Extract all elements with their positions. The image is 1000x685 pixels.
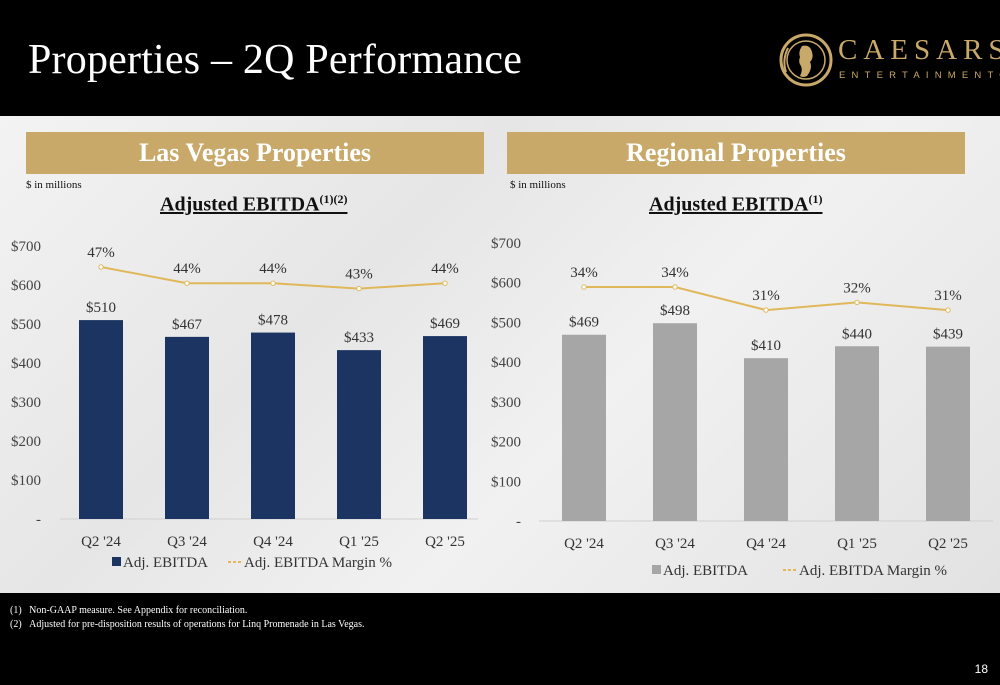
x-tick-label: Q2 '24 bbox=[81, 534, 121, 550]
y-tick-label: $700 bbox=[491, 236, 521, 252]
footnote-1: (1) Non-GAAP measure. See Appendix for r… bbox=[10, 605, 248, 616]
y-tick-label: $600 bbox=[11, 278, 41, 294]
bar-value-label: $433 bbox=[344, 330, 374, 346]
y-tick-label: - bbox=[36, 512, 41, 528]
bar bbox=[251, 332, 295, 519]
page-number: 18 bbox=[974, 662, 988, 676]
y-tick-label: $300 bbox=[11, 395, 41, 411]
y-tick-label: $500 bbox=[11, 317, 41, 333]
logo-sub-text: ENTERTAINMENT® bbox=[839, 70, 1000, 81]
legend-line-label: Adj. EBITDA Margin % bbox=[799, 563, 947, 579]
x-tick-label: Q2 '24 bbox=[564, 536, 604, 552]
bar-value-label: $410 bbox=[751, 338, 781, 354]
y-tick-label: $500 bbox=[491, 315, 521, 331]
x-tick-label: Q4 '24 bbox=[253, 534, 293, 550]
las-vegas-banner: Las Vegas Properties bbox=[26, 132, 484, 174]
x-tick-label: Q2 '25 bbox=[425, 534, 465, 550]
slide-header: Properties – 2Q Performance CAESARS ENTE… bbox=[0, 0, 1000, 116]
regional-panel: Regional Properties $ in millions Adjust… bbox=[485, 116, 1000, 593]
margin-point bbox=[270, 280, 276, 286]
x-tick-label: Q3 '24 bbox=[655, 536, 695, 552]
bar-value-label: $498 bbox=[660, 303, 690, 319]
caesars-logo: CAESARS ENTERTAINMENT® bbox=[776, 28, 1000, 92]
page-title: Properties – 2Q Performance bbox=[28, 37, 523, 83]
bar-value-label: $440 bbox=[842, 326, 872, 342]
bar-value-label: $510 bbox=[86, 300, 116, 316]
y-tick-label: $100 bbox=[491, 474, 521, 490]
units-label: $ in millions bbox=[510, 179, 566, 191]
margin-point bbox=[672, 284, 678, 290]
logo-brand-text: CAESARS bbox=[838, 34, 1000, 66]
bar-value-label: $469 bbox=[430, 316, 460, 332]
bar-value-label: $467 bbox=[172, 317, 203, 333]
margin-point bbox=[442, 280, 448, 286]
bar-value-label: $469 bbox=[569, 315, 599, 331]
legend-bar-swatch bbox=[652, 565, 661, 574]
x-tick-label: Q1 '25 bbox=[339, 534, 379, 550]
margin-point bbox=[763, 307, 769, 313]
legend-bar-label: Adj. EBITDA bbox=[663, 563, 748, 579]
margin-value-label: 43% bbox=[345, 267, 373, 283]
footnotes: (1) Non-GAAP measure. See Appendix for r… bbox=[10, 604, 364, 632]
margin-value-label: 31% bbox=[934, 288, 962, 304]
legend-bar-label: Adj. EBITDA bbox=[123, 555, 208, 571]
units-label: $ in millions bbox=[26, 179, 82, 191]
x-tick-label: Q2 '25 bbox=[928, 536, 968, 552]
y-tick-label: $100 bbox=[11, 473, 41, 489]
slide-content: Las Vegas Properties $ in millions Adjus… bbox=[0, 116, 1000, 593]
bar-value-label: $478 bbox=[258, 313, 288, 329]
bar bbox=[744, 358, 788, 521]
bar-value-label: $439 bbox=[933, 327, 963, 343]
laurel-emblem-icon bbox=[779, 33, 833, 87]
margin-value-label: 44% bbox=[259, 261, 287, 277]
chart-title: Adjusted EBITDA(1) bbox=[649, 192, 823, 216]
y-tick-label: $200 bbox=[11, 434, 41, 450]
margin-value-label: 34% bbox=[661, 265, 689, 281]
margin-value-label: 44% bbox=[431, 261, 459, 277]
x-tick-label: Q3 '24 bbox=[167, 534, 207, 550]
bar bbox=[653, 323, 697, 521]
margin-point bbox=[854, 299, 860, 306]
margin-value-label: 47% bbox=[87, 245, 115, 261]
bar bbox=[337, 350, 381, 519]
margin-point bbox=[945, 307, 951, 313]
margin-point bbox=[356, 285, 362, 292]
las-vegas-ebitda-chart: - $100 $200 $300 $400 $500 $600 $700 $510 Q2 '24 $… bbox=[11, 239, 478, 571]
las-vegas-panel: Las Vegas Properties $ in millions Adjus… bbox=[0, 116, 484, 593]
footnote-2: (2) Adjusted for pre-disposition results… bbox=[10, 619, 365, 630]
margin-point bbox=[184, 280, 190, 286]
margin-value-label: 44% bbox=[173, 261, 201, 277]
y-tick-label: - bbox=[516, 514, 521, 530]
chart-title: Adjusted EBITDA(1)(2) bbox=[160, 192, 348, 216]
legend-line-label: Adj. EBITDA Margin % bbox=[244, 555, 392, 571]
bar bbox=[562, 334, 606, 521]
y-tick-label: $300 bbox=[491, 395, 521, 411]
x-tick-label: Q1 '25 bbox=[837, 536, 877, 552]
regional-banner: Regional Properties bbox=[507, 132, 965, 174]
legend-bar-swatch bbox=[112, 557, 121, 566]
margin-value-label: 31% bbox=[752, 288, 780, 304]
bar bbox=[926, 346, 970, 521]
margin-value-label: 32% bbox=[843, 280, 871, 296]
y-tick-label: $400 bbox=[11, 356, 41, 372]
margin-point bbox=[98, 264, 104, 270]
bar bbox=[835, 346, 879, 521]
bar bbox=[165, 336, 209, 519]
regional-ebitda-chart: - $100 $200 $300 $400 $500 $600 $700 $469 Q2 '24 $… bbox=[491, 236, 993, 579]
y-tick-label: $200 bbox=[491, 435, 521, 451]
margin-point bbox=[581, 284, 587, 290]
y-tick-label: $400 bbox=[491, 355, 521, 371]
x-tick-label: Q4 '24 bbox=[746, 536, 786, 552]
y-tick-label: $700 bbox=[11, 239, 41, 255]
margin-value-label: 34% bbox=[570, 265, 598, 281]
bar bbox=[423, 336, 467, 519]
bar bbox=[79, 320, 123, 519]
y-tick-label: $600 bbox=[491, 276, 521, 292]
